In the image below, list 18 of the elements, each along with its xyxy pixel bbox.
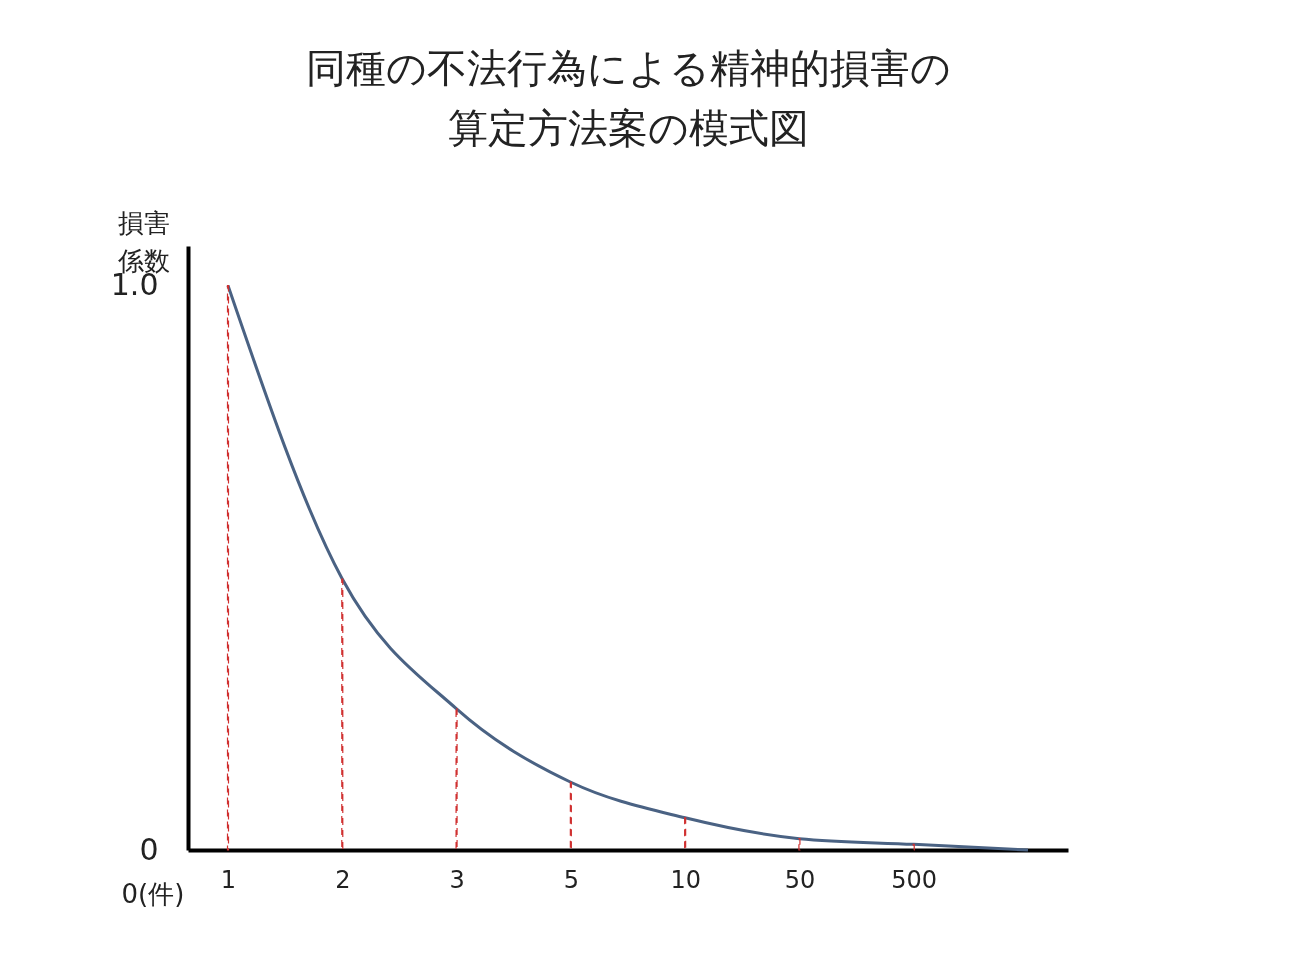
y-tick-label: 0 <box>139 831 159 867</box>
chart-title: 同種の不法行為による精神的損害の算定方法案の模式図 <box>305 45 951 151</box>
bar <box>341 578 344 851</box>
x-tick-label: 2 <box>335 865 351 894</box>
x-tick-label: 500 <box>891 865 938 894</box>
text: 0(件) <box>121 879 185 909</box>
bar <box>798 838 801 851</box>
bar <box>455 708 458 851</box>
x-tick-label: 50 <box>784 865 816 894</box>
x-tick-label: 1 <box>220 865 237 894</box>
bar <box>912 843 915 851</box>
bar <box>226 284 230 851</box>
x-tick-label: 3 <box>449 865 465 894</box>
x-tick-label: 5 <box>563 865 579 894</box>
bar <box>684 817 687 851</box>
line-series <box>226 284 1030 852</box>
x-tick-label: 10 <box>670 865 701 894</box>
bar <box>569 781 572 851</box>
